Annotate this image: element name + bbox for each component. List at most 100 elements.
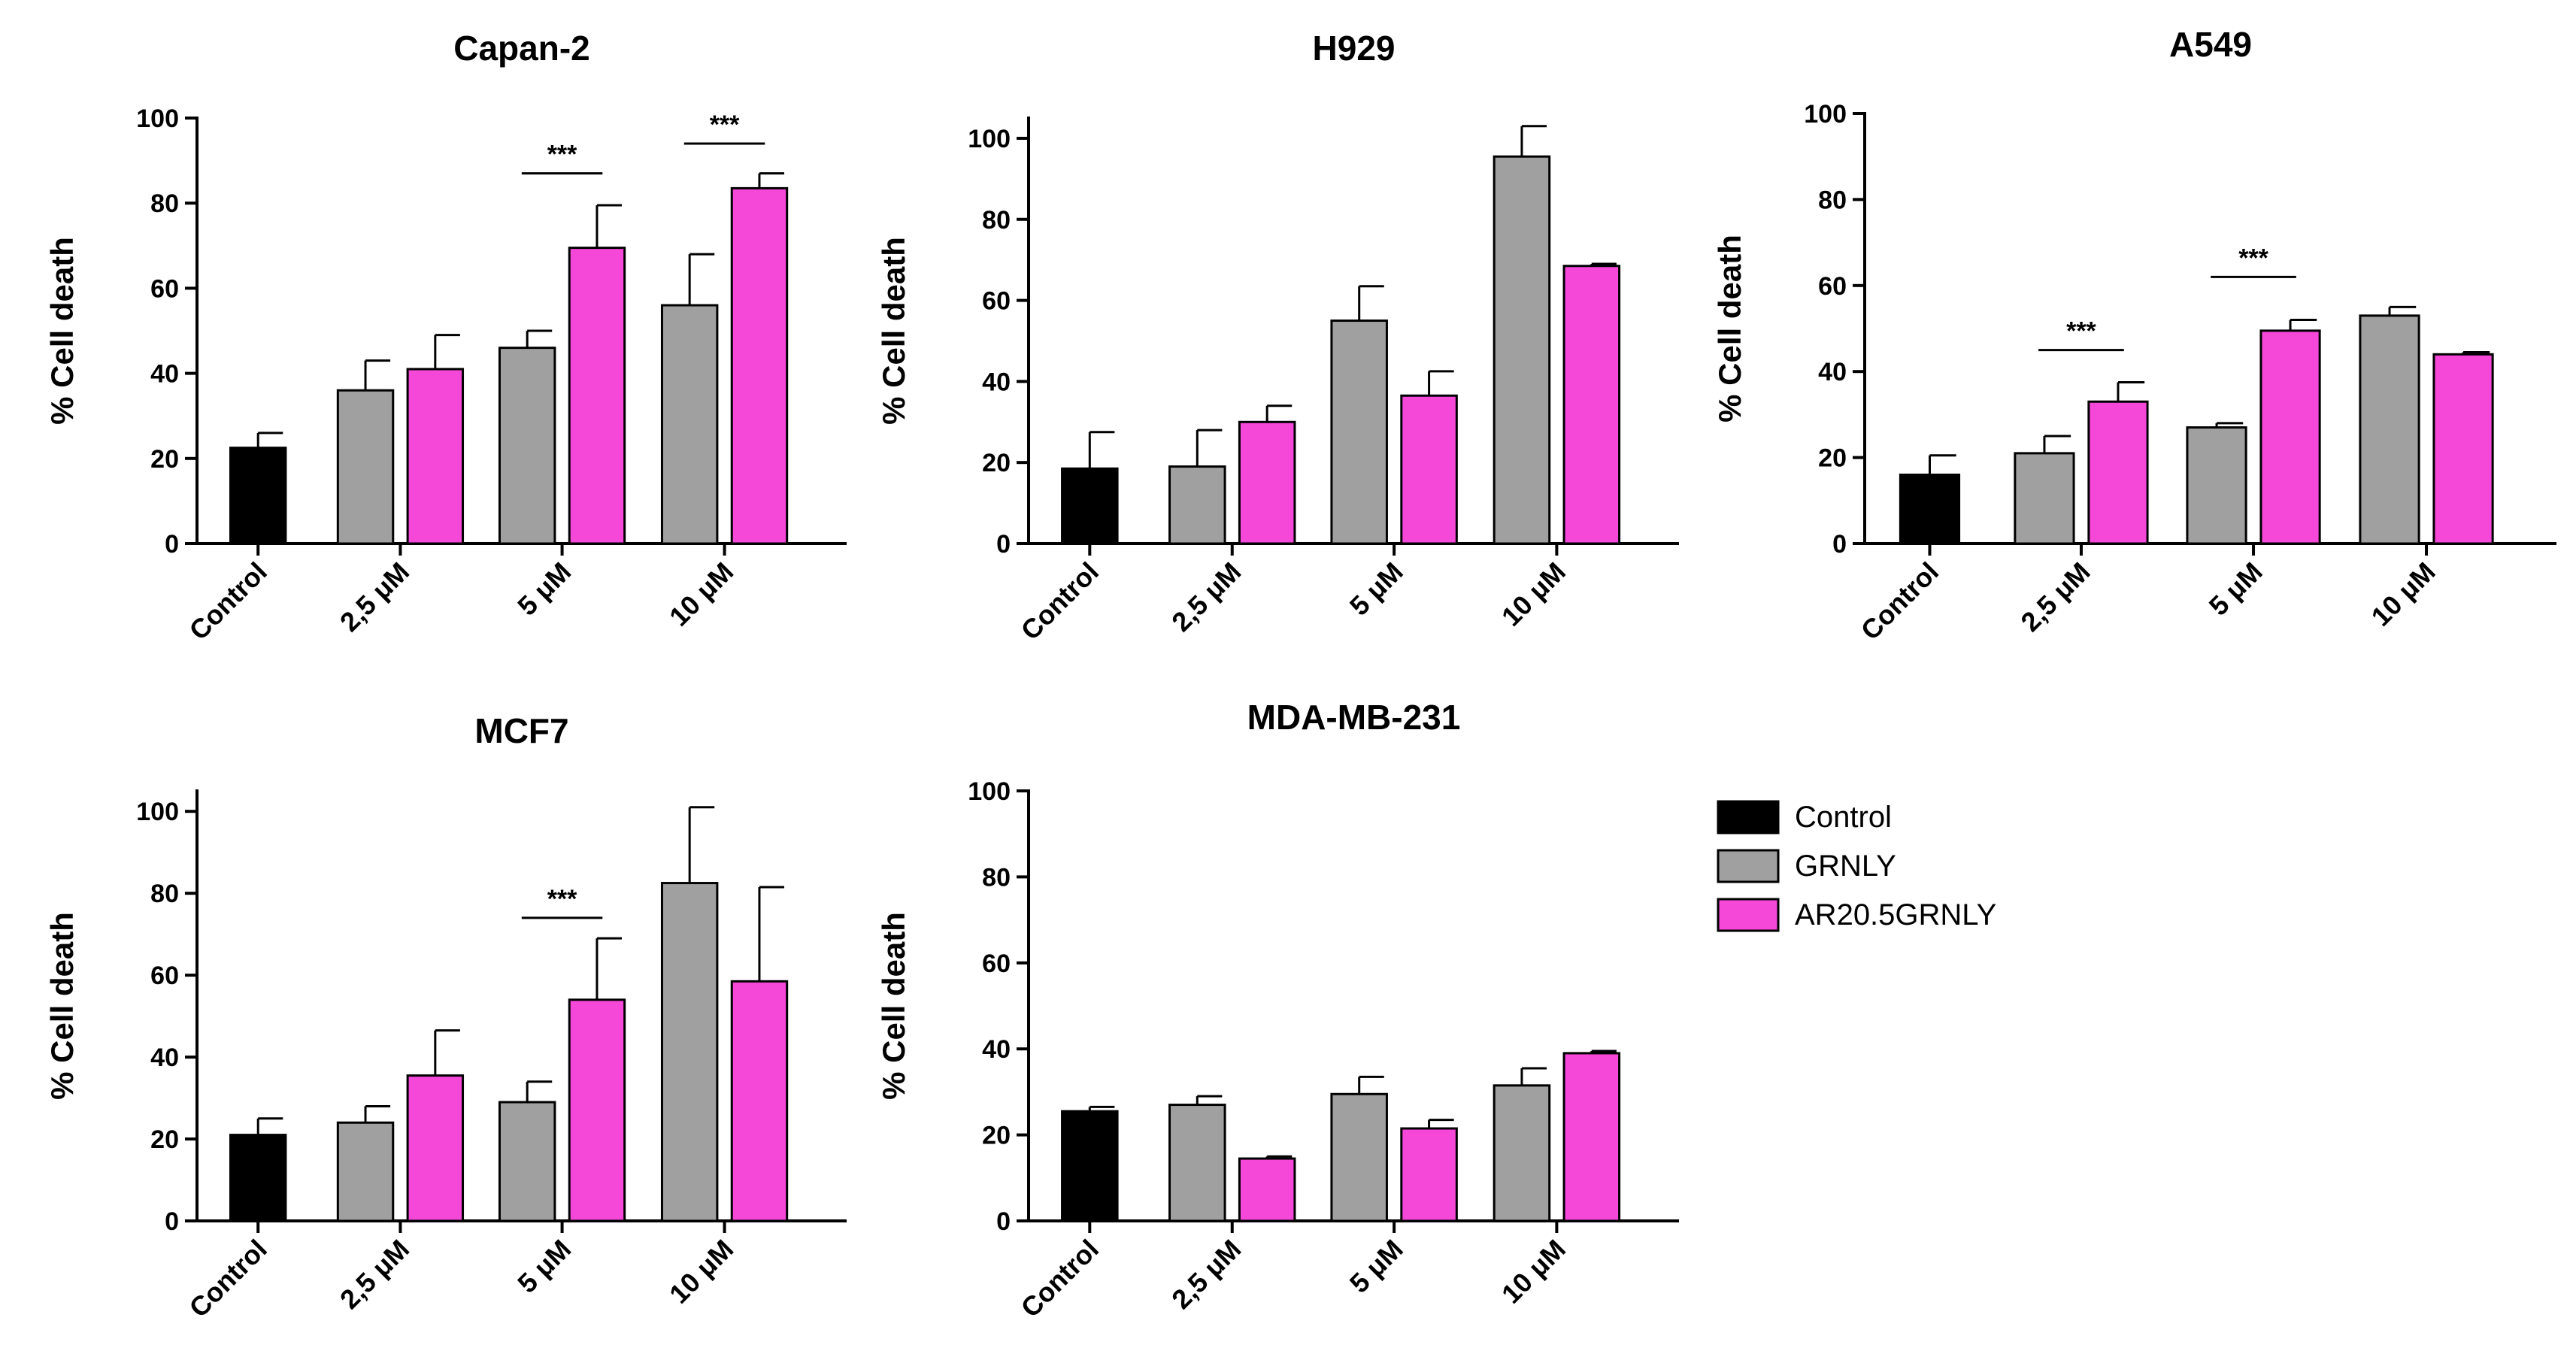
legend-swatch [1717,898,1780,932]
significance-label: *** [547,141,577,169]
bar [2014,452,2075,545]
bar [1061,1110,1119,1222]
x-tick-label: 2,5 μM [334,1234,415,1315]
bar [1168,465,1226,545]
y-tick-label: 0 [996,1207,1011,1236]
x-tick-label: 5 μM [2203,556,2268,622]
x-tick-label: Control [1855,556,1944,646]
bar [1238,1157,1296,1222]
x-tick-label: 5 μM [1344,1234,1409,1299]
bar [229,1134,287,1222]
y-tick-label: 80 [150,880,179,908]
bar [568,998,626,1222]
x-tick-label: Control [183,556,272,646]
legend: Control GRNLY AR20.5GRNLY [1717,800,1996,932]
bar [660,882,719,1222]
y-tick-label: 0 [165,530,179,559]
chart-title: A549 [2169,25,2252,64]
chart-title: H929 [1313,29,1396,68]
x-tick-label: 10 μM [1496,556,1571,632]
y-tick-label: 100 [1804,100,1847,129]
bar [1493,155,1551,545]
y-tick-label: 20 [150,1125,179,1154]
bar [2432,353,2494,545]
bar [1168,1104,1226,1222]
significance-label: *** [710,111,740,139]
x-tick-label: 5 μM [511,556,577,622]
bar [1400,394,1458,545]
significance-label: *** [2238,244,2268,272]
bar [660,304,719,545]
significance-label: *** [2066,317,2096,346]
y-tick-label: 80 [1818,186,1847,214]
bar [336,389,395,545]
y-tick-label: 80 [982,206,1011,235]
bar [498,347,556,545]
chart-title: MCF7 [474,711,568,750]
x-tick-label: 2,5 μM [334,556,415,638]
y-axis-label: % Cell death [44,912,80,1100]
bar [1899,473,1961,545]
y-tick-label: 20 [982,449,1011,477]
y-tick-label: 20 [982,1122,1011,1150]
bar [1238,420,1296,545]
y-tick-label: 40 [150,360,179,389]
y-tick-label: 60 [982,950,1011,978]
bar [2259,329,2321,545]
y-tick-label: 0 [165,1207,179,1236]
y-tick-label: 40 [1818,358,1847,386]
chart-panel-5: MDA-MB-231 % Cell death 0 20 40 60 80 100 Contro… [876,698,1679,1323]
y-tick-label: 60 [150,274,179,303]
y-axis-label: % Cell death [1712,235,1747,423]
y-tick-label: 100 [968,125,1011,153]
legend-label: GRNLY [1795,850,1896,883]
x-tick-label: Control [1014,1234,1104,1323]
y-tick-label: 60 [1818,272,1847,301]
bar [1330,320,1388,545]
chart-title: MDA-MB-231 [1247,698,1461,737]
y-tick-label: 100 [968,777,1011,806]
y-axis-label: % Cell death [876,912,911,1100]
y-tick-label: 20 [150,445,179,474]
legend-swatch [1717,849,1780,883]
y-tick-label: 80 [150,189,179,218]
bar [336,1121,395,1222]
chart-panel-4: MCF7 % Cell death 0 20 40 60 80 100 Control 2,5 μ… [44,711,847,1323]
bar [406,368,465,545]
y-tick-label: 100 [136,798,179,826]
y-tick-label: 0 [996,530,1011,559]
bar [1330,1092,1388,1222]
y-axis-label: % Cell death [44,237,80,425]
legend-label: AR20.5GRNLY [1795,898,1996,931]
x-tick-label: 10 μM [2365,556,2441,632]
bar [2186,426,2247,545]
legend-label: Control [1795,801,1892,834]
x-tick-label: 2,5 μM [2014,556,2096,638]
bar [1400,1127,1458,1222]
significance-label: *** [547,885,577,913]
y-tick-label: 20 [1818,444,1847,473]
y-tick-label: 0 [1832,530,1847,559]
y-axis-label: % Cell death [876,237,911,425]
x-tick-label: 2,5 μM [1165,1234,1247,1315]
chart-panel-2: H929 % Cell death 0 20 40 60 80 100 Control 2,5 μ… [876,29,1679,646]
bar [406,1074,465,1222]
bar [730,980,789,1222]
x-tick-label: Control [1014,556,1104,646]
x-tick-label: 5 μM [1344,556,1409,622]
chart-panel-3: A549 % Cell death 0 20 40 60 80 100 Control 2,5 μ… [1712,25,2556,646]
bar [498,1101,556,1222]
bar [1061,467,1119,545]
bar [568,247,626,545]
bar [2087,400,2149,545]
y-tick-label: 40 [982,368,1011,396]
x-tick-label: 10 μM [1496,1234,1571,1310]
bar [1562,265,1621,545]
x-tick-label: 10 μM [663,556,739,632]
bar [730,186,789,545]
chart-title: Capan-2 [453,29,589,68]
bar [1562,1052,1621,1222]
bar [1493,1084,1551,1222]
x-tick-label: Control [183,1234,272,1323]
